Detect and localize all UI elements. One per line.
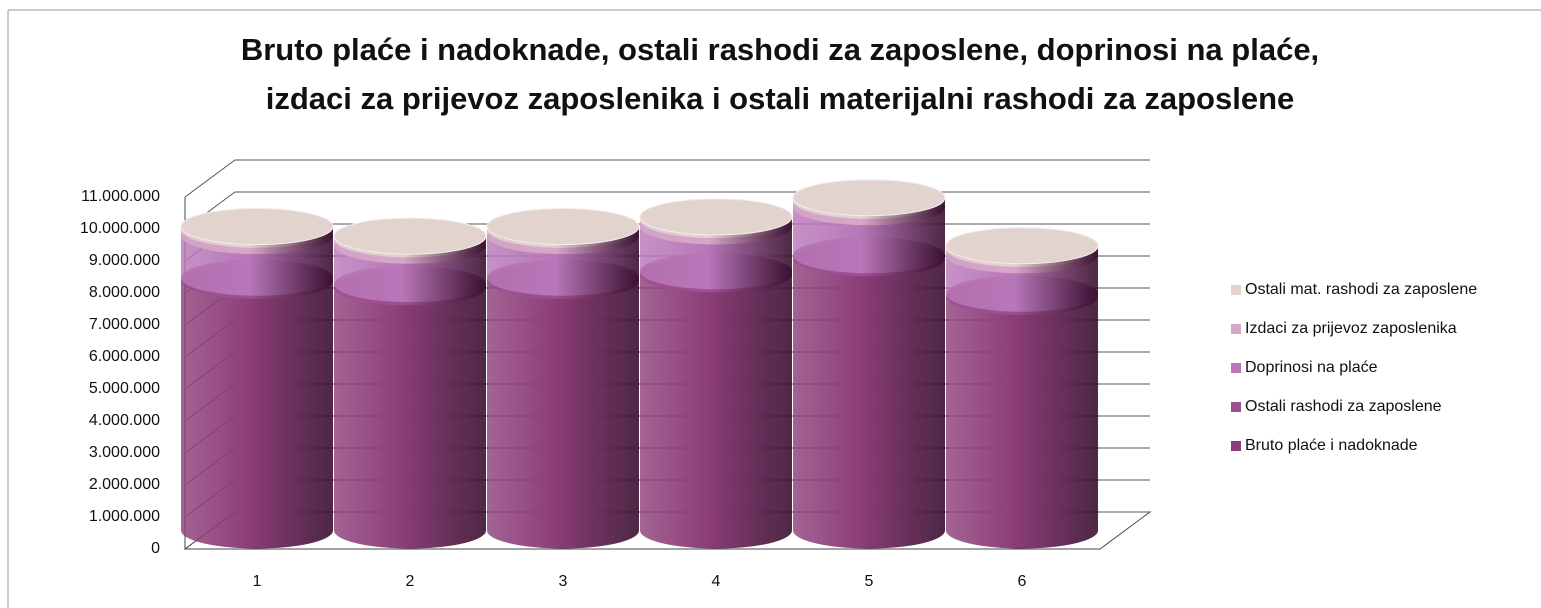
legend-swatch — [1231, 402, 1241, 412]
cylinder-segment — [181, 262, 333, 549]
y-tick-label: 7.000.000 — [89, 316, 160, 333]
cylinder-segment — [640, 256, 792, 549]
legend-label: Izdaci za prijevoz zaposlenika — [1245, 320, 1457, 337]
y-tick-label: 6.000.000 — [89, 348, 160, 365]
y-tick-label: 3.000.000 — [89, 444, 160, 461]
cylinder-segment — [334, 269, 486, 549]
y-tick-label: 0 — [151, 540, 160, 557]
legend-label: Ostali mat. rashodi za zaposlene — [1245, 281, 1477, 298]
chart-title: izdaci za prijevoz zaposlenika i ostali … — [266, 81, 1295, 116]
legend-label: Bruto plaće i nadoknade — [1245, 437, 1418, 454]
cylinder-top — [486, 208, 640, 245]
y-tick-label: 1.000.000 — [89, 508, 160, 525]
x-tick-label: 5 — [865, 573, 874, 590]
y-tick-label: 2.000.000 — [89, 476, 160, 493]
y-tick-label: 4.000.000 — [89, 412, 160, 429]
x-tick-label: 4 — [712, 573, 721, 590]
x-tick-label: 1 — [253, 573, 262, 590]
chart-title: Bruto plaće i nadoknade, ostali rashodi … — [241, 32, 1319, 67]
cylinder-top — [792, 179, 946, 217]
grid-line — [184, 159, 1150, 198]
legend-swatch — [1231, 285, 1241, 295]
legend-swatch — [1231, 363, 1241, 373]
cylinder-top — [333, 217, 487, 255]
legend-swatch — [1231, 441, 1241, 451]
x-tick-label: 6 — [1018, 573, 1027, 590]
cylinder-top — [945, 227, 1099, 265]
y-tick-label: 8.000.000 — [89, 284, 160, 301]
legend-label: Ostali rashodi za zaposlene — [1245, 398, 1442, 415]
legend-label: Doprinosi na plaće — [1245, 359, 1378, 376]
legend-swatch — [1231, 324, 1241, 334]
cylinder-top — [180, 208, 334, 245]
y-tick-label: 10.000.000 — [80, 220, 160, 237]
cylinder-segment — [487, 262, 639, 549]
cylinder-segment — [793, 240, 945, 549]
cylinder-top — [639, 198, 793, 236]
y-tick-label: 5.000.000 — [89, 380, 160, 397]
cylinder-segment — [946, 278, 1098, 549]
x-tick-label: 3 — [559, 573, 568, 590]
y-tick-label: 9.000.000 — [89, 252, 160, 269]
y-tick-label: 11.000.000 — [81, 188, 160, 205]
x-tick-label: 2 — [406, 573, 415, 590]
